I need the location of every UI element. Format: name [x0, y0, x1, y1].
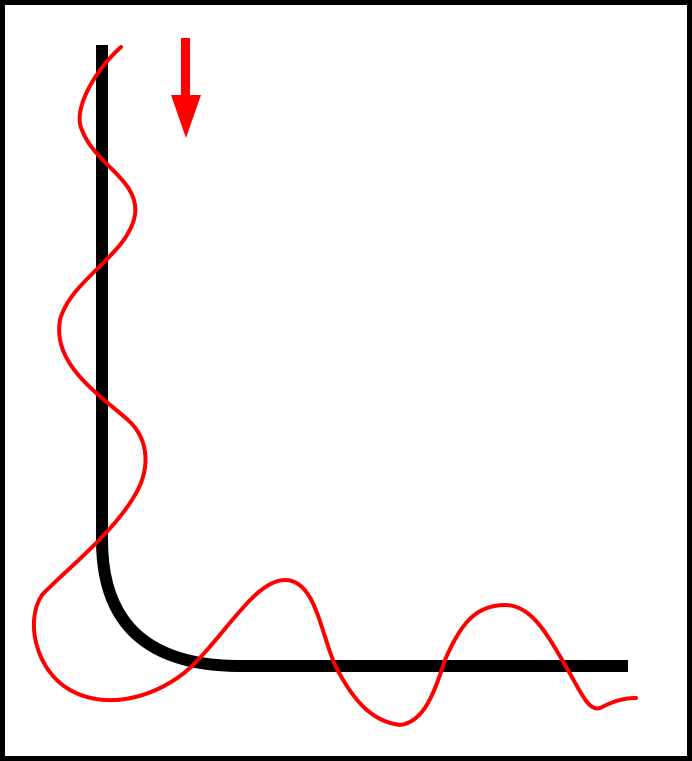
down-arrow-icon	[171, 38, 201, 138]
l-shaped-guide	[96, 45, 628, 672]
wave-path	[31, 45, 638, 727]
